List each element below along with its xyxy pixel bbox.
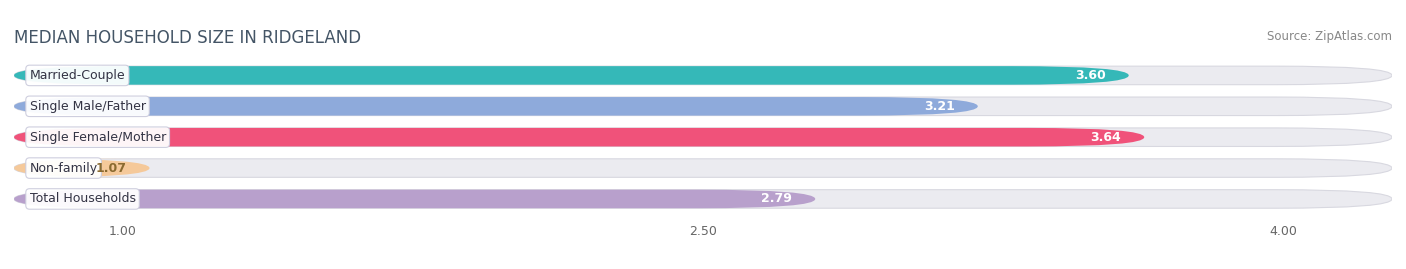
FancyBboxPatch shape [14, 159, 1392, 177]
Text: 3.60: 3.60 [1074, 69, 1105, 82]
Text: Non-family: Non-family [30, 162, 97, 175]
Text: Single Female/Mother: Single Female/Mother [30, 131, 166, 144]
FancyBboxPatch shape [14, 97, 977, 116]
FancyBboxPatch shape [14, 159, 149, 177]
Text: MEDIAN HOUSEHOLD SIZE IN RIDGELAND: MEDIAN HOUSEHOLD SIZE IN RIDGELAND [14, 29, 361, 47]
FancyBboxPatch shape [14, 97, 1392, 116]
FancyBboxPatch shape [14, 66, 1129, 85]
FancyBboxPatch shape [14, 66, 1392, 85]
Text: 1.07: 1.07 [96, 162, 127, 175]
Text: 3.64: 3.64 [1090, 131, 1121, 144]
FancyBboxPatch shape [14, 128, 1144, 146]
FancyBboxPatch shape [14, 128, 1392, 146]
Text: Married-Couple: Married-Couple [30, 69, 125, 82]
Text: Source: ZipAtlas.com: Source: ZipAtlas.com [1267, 30, 1392, 43]
Text: 3.21: 3.21 [924, 100, 955, 113]
Text: 2.79: 2.79 [761, 192, 792, 206]
Text: Total Households: Total Households [30, 192, 135, 206]
Text: Single Male/Father: Single Male/Father [30, 100, 146, 113]
FancyBboxPatch shape [14, 190, 1392, 208]
FancyBboxPatch shape [14, 190, 815, 208]
